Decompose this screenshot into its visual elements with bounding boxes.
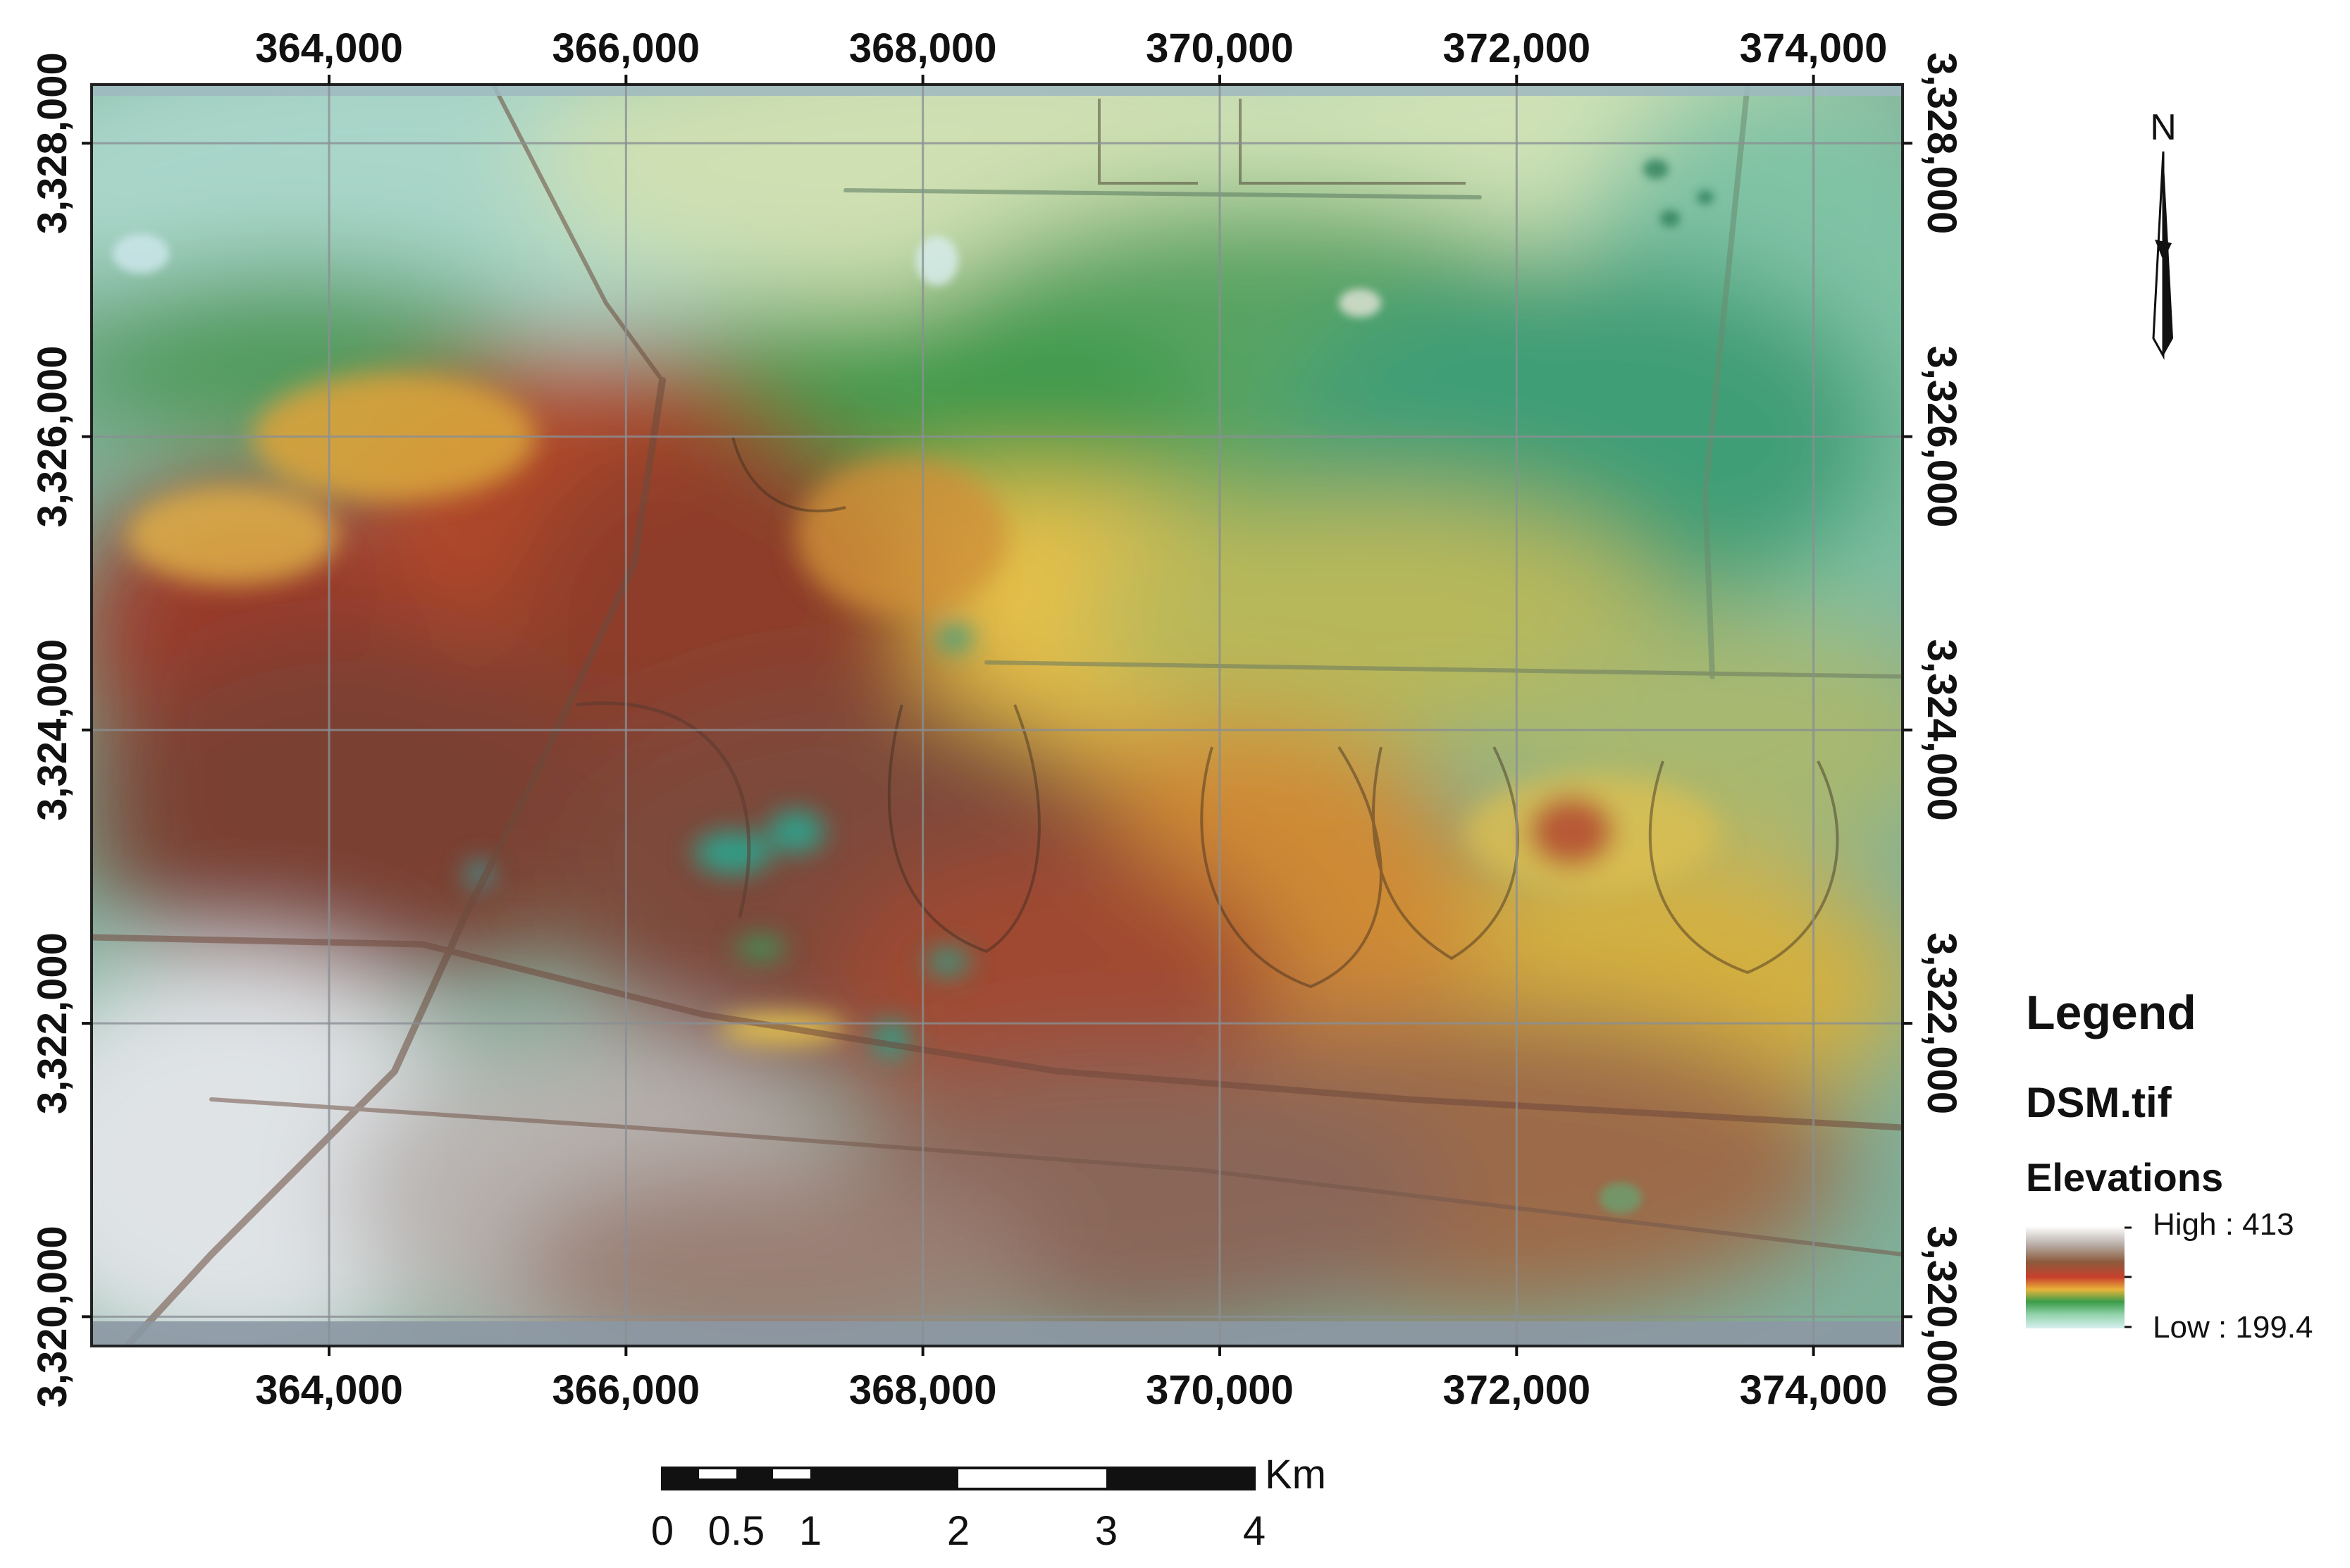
axis-ticks: 364,000 364,000 366,000 366,000 368,000 368,0…	[30, 25, 1965, 1413]
x-tick-label-bottom: 374,000	[1740, 1367, 1888, 1413]
y-tick-label-right: 3,324,000	[1919, 639, 1965, 821]
graticule	[92, 85, 1903, 1346]
dsm-raster	[92, 85, 1903, 1346]
x-tick-label-top: 364,000	[255, 25, 403, 71]
y-tick-label-right: 3,326,000	[1919, 346, 1965, 528]
legend-low-label: Low : 199.4	[2153, 1310, 2313, 1345]
x-tick-label-bottom: 368,000	[849, 1367, 997, 1413]
x-tick-label-bottom: 372,000	[1442, 1367, 1590, 1413]
x-tick-label-bottom: 364,000	[255, 1367, 403, 1413]
legend-high-label: High : 413	[2153, 1207, 2294, 1242]
scale-label-0: 0	[651, 1508, 674, 1554]
x-tick-label-bottom: 370,000	[1146, 1367, 1294, 1413]
scale-label-3: 3	[1095, 1508, 1118, 1554]
legend-color-ramp	[2026, 1226, 2125, 1328]
x-tick-label-top: 368,000	[849, 25, 997, 71]
y-tick-label-left: 3,326,000	[30, 346, 75, 528]
x-tick-label-top: 366,000	[552, 25, 700, 71]
map-frame	[90, 83, 1904, 1347]
north-arrow-icon: N	[2150, 107, 2177, 360]
scale-label-4: 4	[1243, 1508, 1266, 1554]
scale-label-2: 2	[947, 1508, 970, 1554]
x-tick-label-top: 372,000	[1442, 25, 1590, 71]
legend-title: Legend	[2026, 986, 2196, 1039]
y-tick-label-left: 3,328,000	[30, 52, 75, 234]
y-tick-label-right: 3,322,000	[1919, 932, 1965, 1114]
legend: Legend DSM.tif Elevations High : 413 Low…	[2026, 986, 2313, 1345]
y-tick-label-left: 3,320,000	[30, 1226, 75, 1407]
y-tick-label-right: 3,328,000	[1919, 52, 1965, 234]
scale-label-1: 1	[799, 1508, 822, 1554]
y-tick-label-left: 3,322,000	[30, 932, 75, 1114]
y-tick-label-right: 3,320,000	[1919, 1226, 1965, 1407]
scale-unit-label: Km	[1265, 1452, 1326, 1498]
legend-field-name: Elevations	[2026, 1155, 2223, 1199]
x-tick-label-top: 370,000	[1146, 25, 1294, 71]
north-label: N	[2150, 107, 2177, 148]
x-tick-label-top: 374,000	[1740, 25, 1888, 71]
x-tick-label-bottom: 366,000	[552, 1367, 700, 1413]
y-tick-label-left: 3,324,000	[30, 639, 75, 821]
scale-label-0-5: 0.5	[708, 1508, 765, 1554]
scale-bar: Km 0 0.5 1 2 3 4	[651, 1452, 1326, 1554]
legend-layer-name: DSM.tif	[2026, 1079, 2172, 1126]
